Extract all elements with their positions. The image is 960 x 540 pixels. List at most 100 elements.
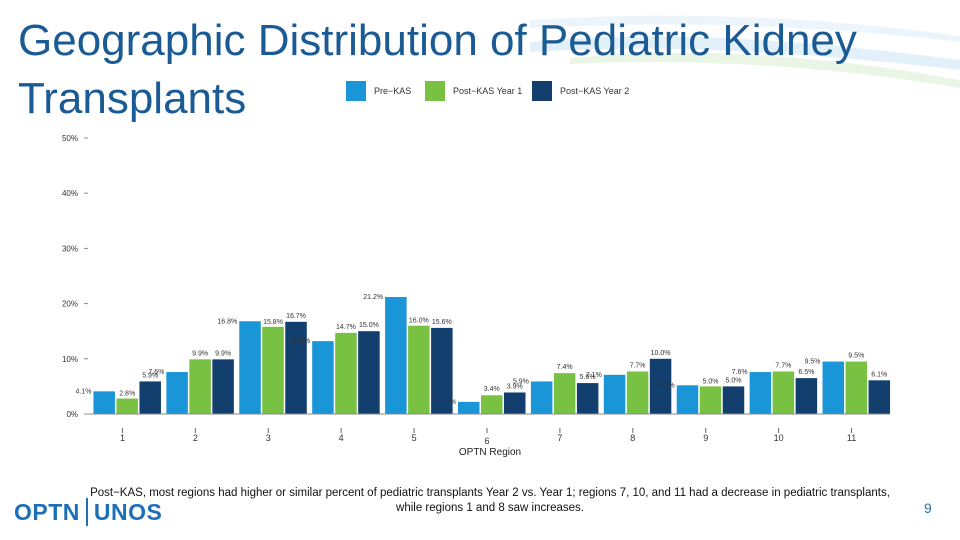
bar-chart: 0%10%20%30%40%50% 4.1% 2.8%5.9%7.6%9.9% 9.… [62,134,891,458]
legend-item-pre-kas: Pre−KAS [346,81,411,101]
data-label-post-kas-year-1-region-4: 14.7% [336,324,356,331]
x-tick-label-region-3: 3 [266,433,271,443]
bar-post-kas-year-1-region-4 [335,332,357,414]
legend-item-post-kas-year-1: Post−KAS Year 1 [425,81,522,101]
x-axis-title: OPTN Region [459,447,521,458]
data-label-pre-kas-region-6: 2.2% [440,399,456,406]
data-label-post-kas-year-1-region-3: 15.8% [263,319,283,326]
bar-post-kas-year-2-region-3 [285,321,307,414]
page-number: 9 [924,500,932,516]
data-label-pre-kas-region-3: 16.8% [217,318,237,325]
header-swoosh-decoration [530,15,960,88]
bar-post-kas-year-1-region-5 [408,325,430,414]
data-label-post-kas-year-2-region-10: 6.5% [798,369,814,376]
x-tick-label-region-4: 4 [339,433,344,443]
bar-pre-kas-region-9 [676,385,699,414]
optn-unos-logo: OPTN UNOS [14,498,162,526]
data-label-pre-kas-region-8: 7.1% [586,372,602,379]
bar-post-kas-year-2-region-6 [504,392,526,414]
data-label-post-kas-year-1-region-9: 5.0% [702,378,718,385]
data-label-post-kas-year-1-region-7: 7.4% [557,364,573,371]
data-label-post-kas-year-2-region-4: 15.0% [359,322,379,329]
y-tick-label: 30% [62,244,78,253]
bar-post-kas-year-2-region-1 [139,381,161,414]
data-label-post-kas-year-1-region-2: 9.9% [192,350,208,357]
legend-item-post-kas-year-2: Post−KAS Year 2 [532,81,629,101]
y-tick-label: 20% [62,300,78,309]
data-label-post-kas-year-2-region-11: 6.1% [871,371,887,378]
legend-label-post-kas-year-2: Post−KAS Year 2 [560,86,630,96]
data-label-post-kas-year-1-region-11: 9.5% [848,353,864,360]
x-tick-label-region-11: 11 [847,433,856,443]
legend-swatch-post-kas-year-1 [425,81,445,101]
x-tick-label-region-2: 2 [193,433,198,443]
bar-post-kas-year-1-region-9 [699,386,722,414]
legend-swatch-pre-kas [346,81,366,101]
bar-pre-kas-region-7 [530,381,553,414]
bar-post-kas-year-1-region-10 [772,371,795,414]
x-tick-label-region-7: 7 [557,433,562,443]
x-tick-label-region-10: 10 [774,433,784,443]
logo-unos-text: UNOS [93,498,163,525]
bar-post-kas-year-2-region-2 [212,359,234,414]
bar-pre-kas-region-3 [239,321,261,414]
bar-post-kas-year-1-region-2 [189,359,211,414]
logo-optn-text: OPTN [14,498,80,525]
data-label-post-kas-year-2-region-5: 15.6% [432,319,452,326]
x-tick-label-region-8: 8 [630,433,635,443]
data-label-post-kas-year-1-region-1: 2.8% [119,391,135,398]
bar-pre-kas-region-6 [458,401,480,414]
bar-pre-kas-region-10 [749,372,772,414]
page-title: Geographic Distribution of Pediatric Kid… [18,16,857,123]
x-tick-label-region-6: 6 [484,436,489,446]
bar-post-kas-year-2-region-9 [722,386,745,414]
logo-divider [85,498,88,526]
bar-post-kas-year-2-region-11 [868,380,891,414]
bar-pre-kas-region-1 [93,391,115,414]
bar-post-kas-year-2-region-5 [431,327,453,414]
x-tick-label-region-9: 9 [703,433,708,443]
bar-pre-kas-region-2 [166,372,188,414]
data-label-pre-kas-region-10: 7.6% [732,369,748,376]
data-label-pre-kas-region-4: 13.2% [290,338,310,345]
bar-post-kas-year-1-region-11 [845,361,868,414]
bar-post-kas-year-2-region-7 [576,383,599,414]
data-label-post-kas-year-1-region-10: 7.7% [775,362,791,369]
data-label-post-kas-year-2-region-2: 9.9% [215,350,231,357]
bar-post-kas-year-1-region-6 [481,395,503,414]
bar-post-kas-year-2-region-8 [649,358,672,414]
data-label-pre-kas-region-5: 21.2% [363,294,383,301]
data-label-post-kas-year-1-region-5: 16.0% [409,318,429,325]
y-tick-label: 40% [62,189,78,198]
bar-post-kas-year-1-region-3 [262,326,284,414]
data-label-post-kas-year-2-region-8: 10.0% [651,350,671,357]
bar-pre-kas-region-8 [603,374,626,414]
y-tick-label: 0% [66,410,78,419]
y-tick-label: 50% [62,134,78,143]
bar-pre-kas-region-11 [822,361,845,414]
y-tick-label: 10% [62,355,78,364]
data-label-pre-kas-region-11: 9.5% [805,359,821,366]
bar-post-kas-year-1-region-1 [116,398,138,414]
data-label-pre-kas-region-2: 7.6% [148,369,164,376]
data-label-post-kas-year-1-region-8: 7.7% [630,362,646,369]
data-label-pre-kas-region-9: 5.2% [659,382,675,389]
bar-post-kas-year-2-region-4 [358,331,380,414]
bar-pre-kas-region-5 [385,296,407,414]
data-label-pre-kas-region-7: 5.9% [513,378,529,385]
legend-label-post-kas-year-1: Post−KAS Year 1 [453,86,523,96]
bar-post-kas-year-2-region-10 [795,378,818,414]
bar-pre-kas-region-4 [312,341,334,414]
data-label-post-kas-year-2-region-7: 5.6% [580,374,596,381]
bar-post-kas-year-1-region-7 [553,373,576,414]
slide-caption: Post−KAS, most regions had higher or sim… [90,487,890,514]
data-label-post-kas-year-2-region-6: 3.9% [507,383,523,390]
legend-label-pre-kas: Pre−KAS [374,86,412,96]
x-tick-label-region-1: 1 [120,433,125,443]
data-label-post-kas-year-2-region-1: 5.9% [142,372,158,379]
data-label-pre-kas-region-1: 4.1% [75,388,91,395]
x-tick-label-region-5: 5 [412,433,417,443]
data-label-post-kas-year-2-region-3: 16.7% [286,313,306,320]
data-label-post-kas-year-1-region-6: 3.4% [484,386,500,393]
bar-post-kas-year-1-region-8 [626,371,649,414]
